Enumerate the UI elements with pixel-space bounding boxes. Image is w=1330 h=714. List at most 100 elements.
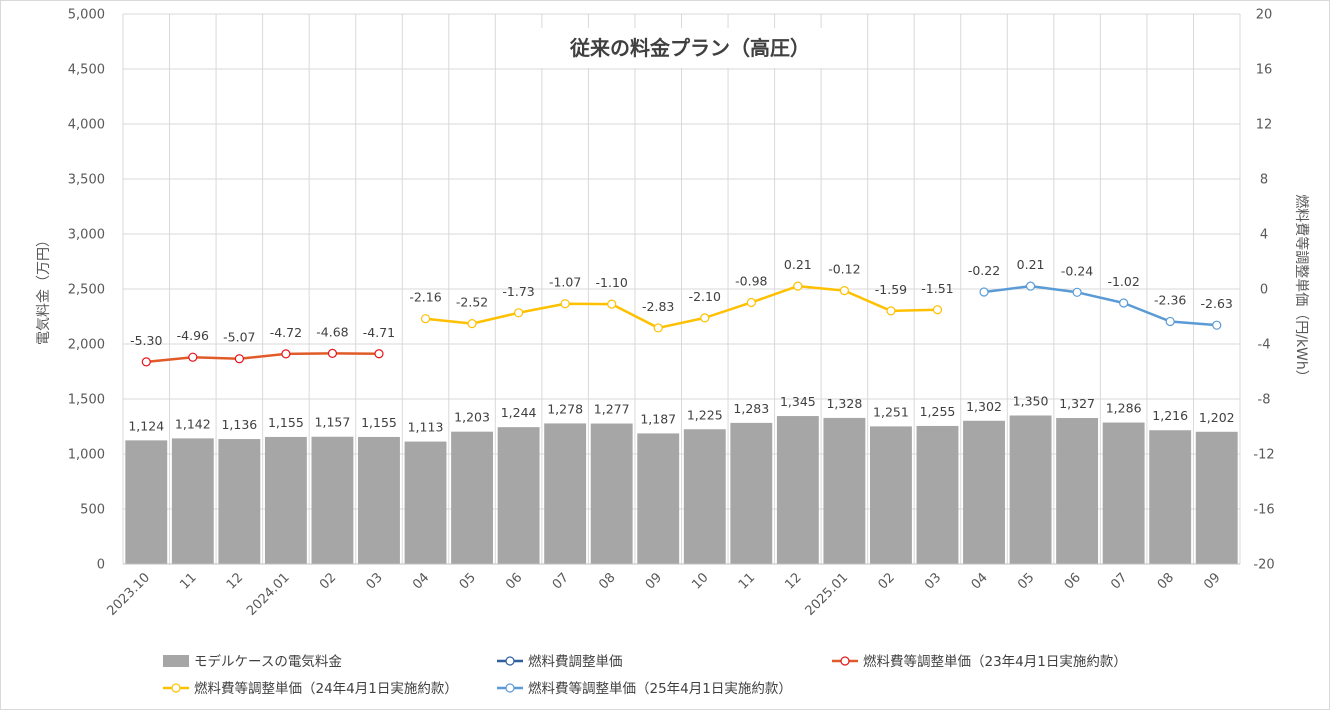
- line-value-label: -1.10: [596, 275, 628, 290]
- legend-item: モデルケースの電気料金: [163, 653, 342, 670]
- left-tick-label: 2,000: [68, 338, 105, 353]
- bar-value-label: 1,136: [221, 417, 257, 432]
- left-tick-label: 1,500: [68, 393, 105, 408]
- line-value-label: -2.52: [456, 295, 488, 310]
- bar: [451, 431, 494, 564]
- right-tick-label: -8: [1258, 393, 1271, 408]
- series-line: [983, 284, 1217, 327]
- line-value-label: -4.68: [316, 324, 348, 339]
- bar-value-label: 1,244: [501, 405, 537, 420]
- line-value-label: -1.51: [921, 281, 953, 296]
- right-tick-label: 16: [1256, 63, 1273, 78]
- left-tick-label: 500: [80, 503, 105, 518]
- legend-item: 燃料費調整単価: [497, 653, 623, 670]
- line-point: [1119, 298, 1129, 308]
- line-point: [932, 305, 943, 315]
- legend-item: 燃料費等調整単価（25年4月1日実施約款）: [497, 680, 792, 697]
- line-value-label: -0.98: [735, 273, 767, 288]
- bar-value-label: 1,350: [1013, 394, 1049, 409]
- bar-value-label: 1,328: [826, 396, 862, 411]
- line-value-label: -2.83: [642, 299, 674, 314]
- legend-swatch-marker: [171, 683, 181, 693]
- bar: [637, 433, 680, 564]
- line-value-label: -5.30: [130, 333, 162, 348]
- bar: [1009, 415, 1052, 564]
- left-tick-label: 3,000: [68, 228, 105, 243]
- left-tick-label: 5,000: [68, 8, 105, 23]
- bar-value-label: 1,203: [454, 410, 490, 425]
- left-tick-label: 4,500: [68, 63, 105, 78]
- gridlines: [122, 13, 1241, 565]
- bar: [218, 439, 261, 564]
- legend-label: モデルケースの電気料金: [194, 653, 342, 670]
- line-value-label: -4.72: [270, 325, 302, 340]
- line-point: [839, 286, 849, 296]
- line-value-label: -4.71: [363, 325, 395, 340]
- bar: [823, 417, 866, 564]
- bar: [264, 436, 307, 564]
- bar: [311, 436, 354, 564]
- line-point: [281, 349, 291, 359]
- line-value-label: -1.59: [875, 282, 907, 297]
- line-point: [141, 357, 151, 367]
- title-background: [540, 28, 840, 68]
- right-tick-label: 20: [1256, 8, 1273, 23]
- right-tick-label: -16: [1253, 503, 1274, 518]
- legend-label: 燃料費等調整単価（24年4月1日実施約款）: [194, 680, 458, 697]
- legend-item: 燃料費等調整単価（23年4月1日実施約款）: [832, 653, 1127, 670]
- legend-swatch-marker: [505, 683, 515, 693]
- line-point: [1165, 316, 1175, 327]
- left-tick-label: 0: [97, 558, 105, 573]
- left-axis-title: 電気料金（万円）: [36, 233, 52, 345]
- line-value-label: 0.21: [784, 257, 812, 272]
- bar: [1056, 418, 1099, 564]
- left-tick-label: 3,500: [68, 173, 105, 188]
- line-value-label: 0.21: [1017, 257, 1045, 272]
- bar: [916, 425, 959, 564]
- chart-title: 従来の料金プラン（高圧）: [569, 36, 810, 60]
- bar-value-label: 1,286: [1106, 401, 1142, 416]
- legend-label: 燃料費調整単価: [528, 653, 623, 670]
- bar-value-label: 1,187: [640, 411, 676, 426]
- line-point: [607, 299, 617, 309]
- line-value-label: -2.63: [1201, 296, 1233, 311]
- series-line: [146, 352, 379, 364]
- line-value-label: -0.24: [1061, 263, 1093, 278]
- line-series: [141, 281, 1222, 367]
- line-point: [793, 281, 803, 291]
- line-point: [886, 306, 896, 316]
- bar: [404, 441, 447, 564]
- line-point: [514, 308, 524, 318]
- bar: [171, 438, 214, 564]
- bar: [683, 429, 726, 564]
- line-point: [327, 348, 338, 358]
- bar-value-label: 1,255: [920, 404, 956, 419]
- left-tick-label: 1,000: [68, 448, 105, 463]
- right-tick-label: -4: [1258, 338, 1271, 353]
- line-value-label: -2.10: [689, 289, 721, 304]
- bar: [730, 422, 773, 564]
- line-point: [700, 313, 710, 323]
- right-axis-title: 燃料費等調整単価（円/kWh）: [1293, 194, 1310, 384]
- right-tick-label: -20: [1253, 558, 1274, 573]
- line-value-label: -4.96: [177, 328, 209, 343]
- line-point: [420, 314, 431, 324]
- left-tick-label: 4,000: [68, 118, 105, 133]
- line-point: [188, 352, 198, 362]
- legend-swatch-marker: [840, 656, 850, 666]
- bar-value-label: 1,155: [361, 415, 397, 430]
- bar-value-label: 1,277: [594, 402, 630, 417]
- line-point: [653, 323, 663, 333]
- bar-value-label: 1,345: [780, 394, 816, 409]
- bar-value-label: 1,142: [175, 416, 211, 431]
- bar: [590, 423, 633, 564]
- line-point: [234, 354, 244, 364]
- line-point: [374, 349, 384, 359]
- bar-value-label: 1,278: [547, 401, 583, 416]
- bar-value-label: 1,124: [128, 418, 164, 433]
- line-point: [1025, 281, 1036, 291]
- bar-value-label: 1,113: [408, 420, 444, 435]
